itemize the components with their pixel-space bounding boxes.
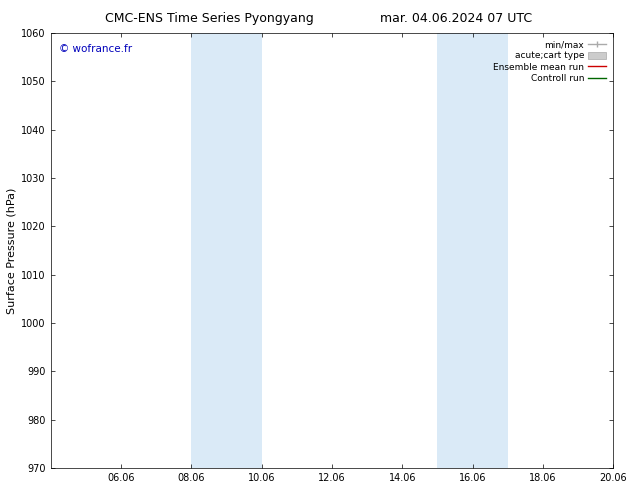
- Bar: [437, 33, 508, 468]
- Text: CMC-ENS Time Series Pyongyang: CMC-ENS Time Series Pyongyang: [105, 12, 314, 25]
- Bar: [191, 33, 262, 468]
- Text: mar. 04.06.2024 07 UTC: mar. 04.06.2024 07 UTC: [380, 12, 533, 25]
- Y-axis label: Surface Pressure (hPa): Surface Pressure (hPa): [7, 187, 17, 314]
- Text: © wofrance.fr: © wofrance.fr: [59, 44, 132, 54]
- Legend: min/max, acute;cart type, Ensemble mean run, Controll run: min/max, acute;cart type, Ensemble mean …: [491, 38, 609, 86]
